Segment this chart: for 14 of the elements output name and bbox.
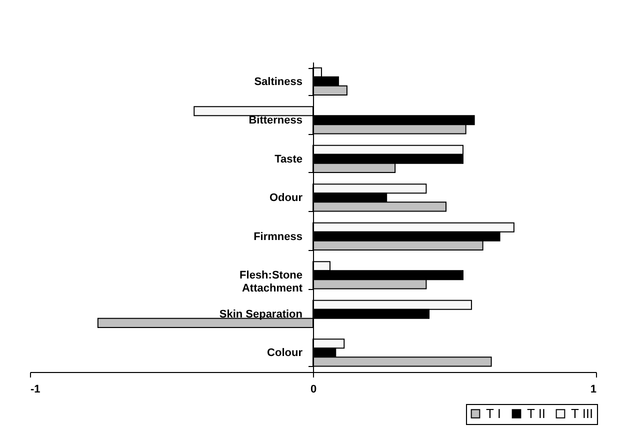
y-tick-label: Saltiness [254,76,302,88]
legend-label: T II [527,406,546,421]
x-tick-label: 1 [590,384,596,396]
y-tick-label: Bitterness [248,114,302,127]
legend-label: T III [571,406,594,421]
y-tick-label: Firmness [254,230,302,243]
y-tick-label: Taste [274,153,302,166]
y-tick-label: Flesh:Stone Attachment [240,270,303,295]
legend-label: T I [486,406,501,421]
y-tick-label: Colour [267,347,304,360]
y-tick-label: Odour [270,192,304,204]
y-tick-label: Skin Separation [219,308,303,320]
x-tick-label: -1 [30,384,40,396]
x-tick-label: 0 [310,384,317,396]
